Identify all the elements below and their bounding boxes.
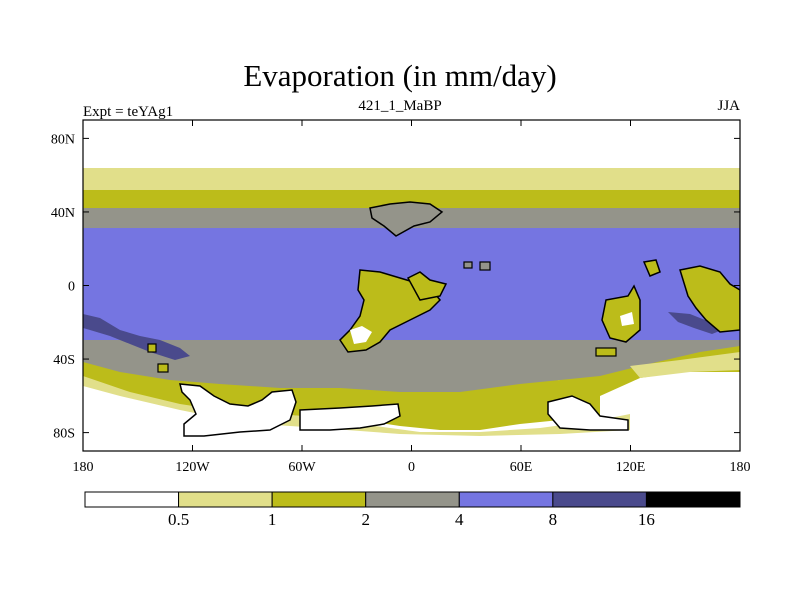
- colorbar-swatch: [178, 491, 273, 508]
- colorbar-label: 8: [549, 510, 558, 529]
- colorbar-label: 2: [361, 510, 370, 529]
- land-islet-atlantic: [463, 261, 473, 269]
- patch-8-16-pacific: [668, 312, 722, 334]
- x-tick-label: 0: [408, 460, 415, 475]
- colorbar-label: 1: [268, 510, 277, 529]
- land-africa: [406, 271, 448, 301]
- map-fill: [83, 120, 740, 451]
- period-label: 421_1_MaBP: [358, 98, 442, 114]
- colorbar-swatch: [365, 491, 460, 508]
- y-tick-label: 80S: [53, 427, 75, 442]
- season-label: JJA: [717, 98, 740, 114]
- band-2-4-south: [83, 340, 740, 396]
- land-islet-southwest: [147, 343, 157, 353]
- chart-title: Evaporation (in mm/day): [243, 58, 557, 93]
- y-tick-label: 40N: [51, 206, 75, 221]
- colorbar-swatch: [645, 491, 741, 508]
- land-antarctica-far-east: [547, 395, 629, 431]
- land-south-america-dry: [350, 326, 372, 344]
- y-tick-label: 40S: [53, 353, 75, 368]
- colorbar-swatch: [84, 491, 180, 508]
- band-0p5-1-southeast: [630, 352, 740, 378]
- land-small-island: [642, 259, 661, 277]
- land-north-atlantic-ridge: [369, 201, 444, 237]
- land-islet-southwest-2: [157, 363, 169, 373]
- colorbar-label: 0.5: [168, 510, 189, 529]
- band-0p5-1-north: [83, 168, 740, 194]
- colorbar: 0.5 1 2 4 8 16: [84, 491, 741, 529]
- colorbar-swatch: [271, 491, 367, 508]
- colorbar-swatch: [458, 491, 554, 508]
- x-tick-label: 180: [73, 460, 94, 475]
- colorbar-label: 16: [638, 510, 655, 529]
- x-tick-label: 120W: [175, 460, 210, 475]
- experiment-label: Expt = teYAg1: [83, 104, 174, 120]
- y-tick-label: 0: [68, 280, 75, 295]
- x-tick-label: 60W: [288, 460, 316, 475]
- land-islet-southeast: [595, 347, 617, 357]
- land-south-asia-dry: [620, 312, 634, 326]
- land-antarctica-west: [179, 383, 297, 437]
- x-tick-label: 60E: [510, 460, 533, 475]
- y-tick-label: 80N: [51, 132, 75, 147]
- land-antarctica-east: [299, 403, 401, 431]
- x-tick-label: 180: [730, 460, 751, 475]
- land-south-asia-east: [601, 284, 641, 343]
- land-islet-atlantic-2: [479, 261, 491, 271]
- colorbar-swatch: [552, 491, 647, 508]
- patch-8-16-southwest: [83, 314, 190, 360]
- axes: 180 120W 60W 0 60E 120E 180 80N 40N 0 40S 80S: [51, 120, 751, 475]
- land-far-east: [679, 265, 740, 333]
- x-tick-label: 120E: [616, 460, 646, 475]
- colorbar-label: 4: [455, 510, 464, 529]
